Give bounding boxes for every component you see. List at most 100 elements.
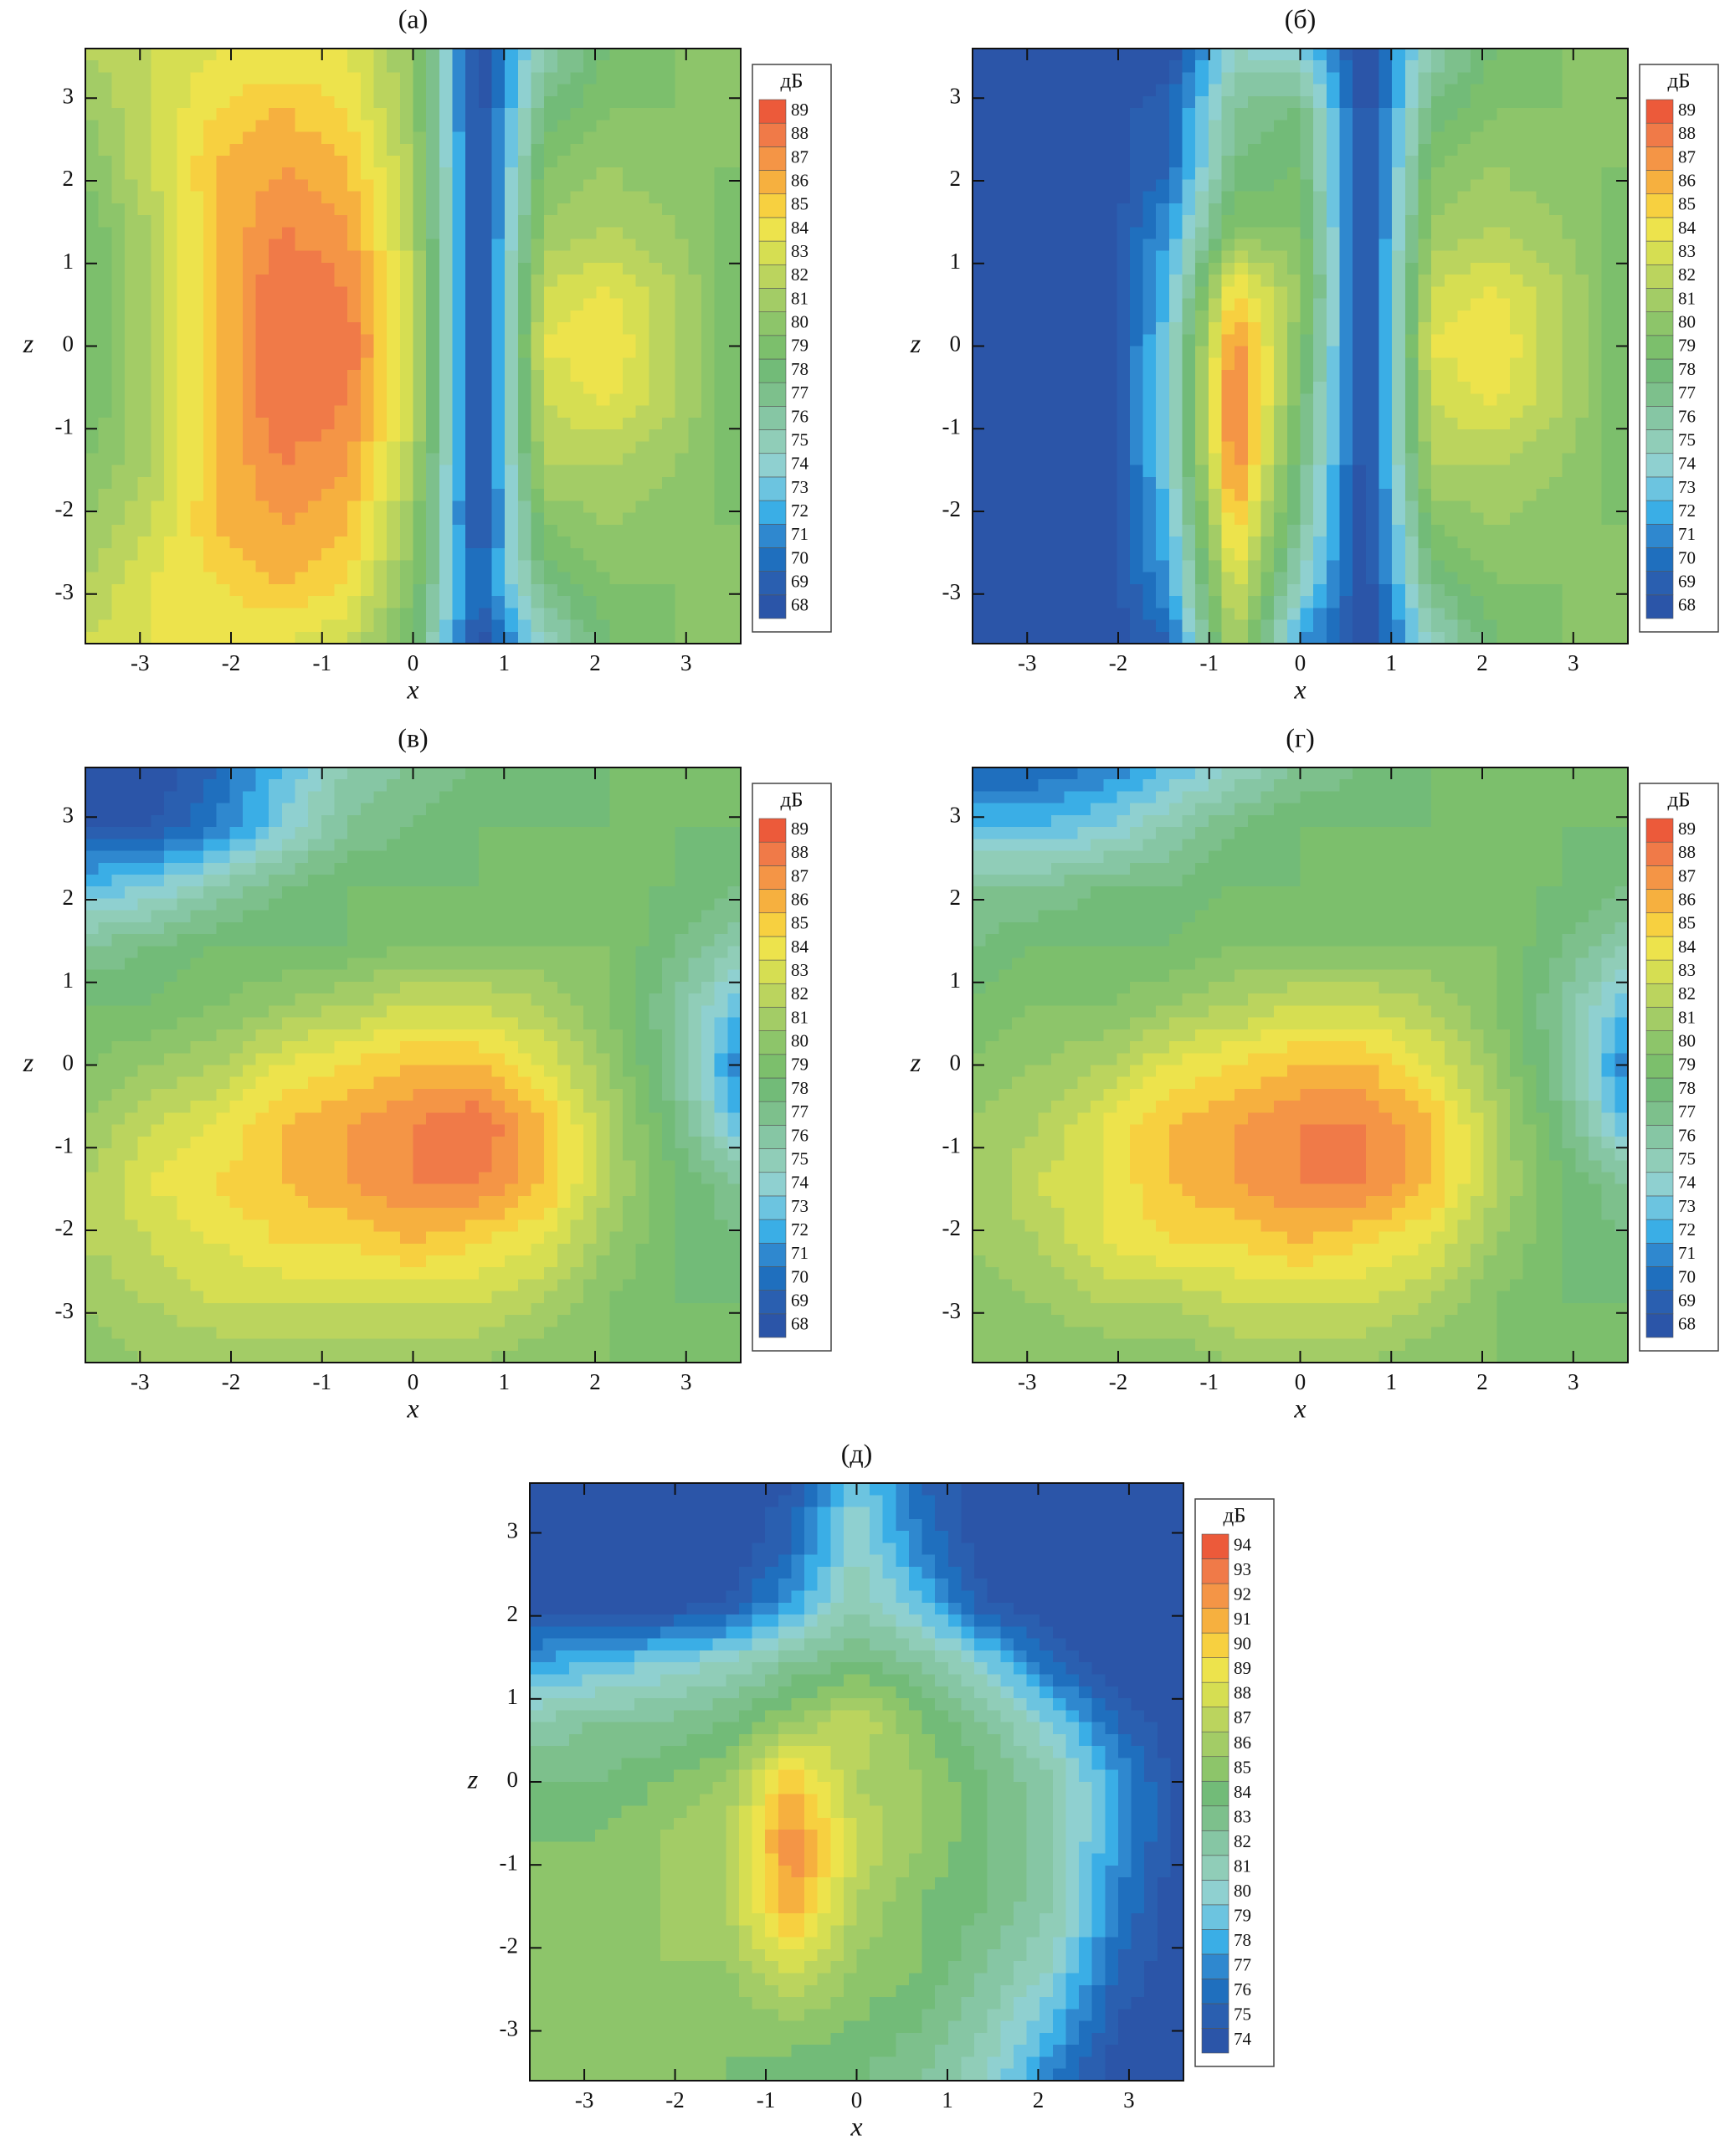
field-cell [373, 310, 388, 323]
field-cell [557, 49, 572, 61]
field-cell [1457, 572, 1471, 585]
field-cell [1522, 560, 1537, 573]
field-cell [399, 191, 414, 204]
field-cell [1575, 72, 1589, 85]
field-cell [229, 49, 244, 61]
field-cell [1496, 322, 1511, 335]
field-cell [1339, 346, 1353, 359]
field-cell [478, 608, 493, 621]
field-cell [1589, 250, 1603, 264]
field-cell [1392, 49, 1406, 61]
field-cell [1260, 167, 1275, 181]
field-cell [544, 275, 558, 287]
field-cell [1431, 167, 1445, 181]
field-cell [1247, 608, 1262, 621]
field-cell [623, 167, 637, 181]
field-cell [347, 215, 362, 228]
field-cell [321, 631, 336, 644]
field-cell [1195, 369, 1209, 382]
field-cell [701, 286, 716, 300]
field-cell [111, 441, 126, 454]
field-cell [985, 298, 999, 311]
field-cell [1247, 357, 1262, 371]
field-cell [137, 322, 151, 335]
field-cell [1353, 357, 1367, 371]
field-cell [517, 239, 532, 252]
field-cell [675, 95, 689, 109]
field-cell [727, 262, 742, 275]
field-cell [334, 346, 348, 359]
field-cell [662, 524, 676, 537]
field-cell [1404, 476, 1419, 490]
field-cell [465, 275, 480, 287]
field-cell [321, 465, 336, 478]
field-cell [399, 143, 414, 157]
field-cell [373, 120, 388, 133]
field-cell [714, 108, 728, 121]
field-cell [203, 489, 218, 501]
field-cell [688, 95, 702, 109]
field-cell [1156, 382, 1170, 394]
field-cell [517, 441, 532, 454]
field-cell [1038, 524, 1052, 537]
field-cell [557, 465, 572, 478]
field-cell [190, 548, 204, 562]
field-cell [98, 108, 112, 121]
field-cell [308, 72, 322, 85]
field-cell [714, 346, 728, 359]
field-cell [269, 167, 283, 181]
field-cell [1483, 191, 1497, 204]
field-cell [1431, 548, 1445, 562]
field-cell [111, 262, 126, 275]
field-cell [1339, 560, 1353, 573]
field-cell [609, 501, 624, 514]
field-cell [1471, 179, 1485, 192]
field-cell [531, 560, 545, 573]
field-cell [517, 298, 532, 311]
field-cell [998, 382, 1013, 394]
field-cell [1378, 95, 1393, 109]
field-cell [308, 298, 322, 311]
field-cell [1418, 286, 1432, 300]
field-cell [360, 120, 375, 133]
field-cell [1575, 453, 1589, 466]
field-cell [570, 631, 584, 644]
field-cell [334, 369, 348, 382]
field-cell [1011, 369, 1026, 382]
field-cell [151, 215, 165, 228]
field-cell [413, 143, 427, 157]
field-cell [360, 84, 375, 97]
field-cell [1614, 262, 1629, 275]
field-cell [255, 167, 270, 181]
field-cell [308, 239, 322, 252]
field-cell [124, 310, 139, 323]
field-cell [1103, 227, 1117, 240]
field-cell [426, 405, 440, 418]
field-cell [203, 143, 218, 157]
field-cell [635, 583, 649, 597]
field-cell [1326, 334, 1341, 347]
field-cell [649, 143, 663, 157]
field-cell [1418, 346, 1432, 359]
field-cell [1589, 334, 1603, 347]
field-cell [98, 120, 112, 133]
field-cell [517, 572, 532, 585]
field-cell [399, 524, 414, 537]
field-cell [1549, 310, 1563, 323]
field-cell [1404, 203, 1419, 216]
field-cell [373, 131, 388, 145]
field-cell [635, 501, 649, 514]
field-cell [609, 49, 624, 61]
field-cell [308, 393, 322, 407]
field-cell [688, 286, 702, 300]
field-cell [137, 346, 151, 359]
field-cell [1457, 250, 1471, 264]
field-cell [1103, 631, 1117, 644]
field-cell [1038, 631, 1052, 644]
field-cell [1510, 489, 1524, 501]
field-cell [609, 465, 624, 478]
field-cell [1326, 298, 1341, 311]
field-cell [505, 275, 519, 287]
field-cell [281, 357, 296, 371]
field-cell [505, 334, 519, 347]
